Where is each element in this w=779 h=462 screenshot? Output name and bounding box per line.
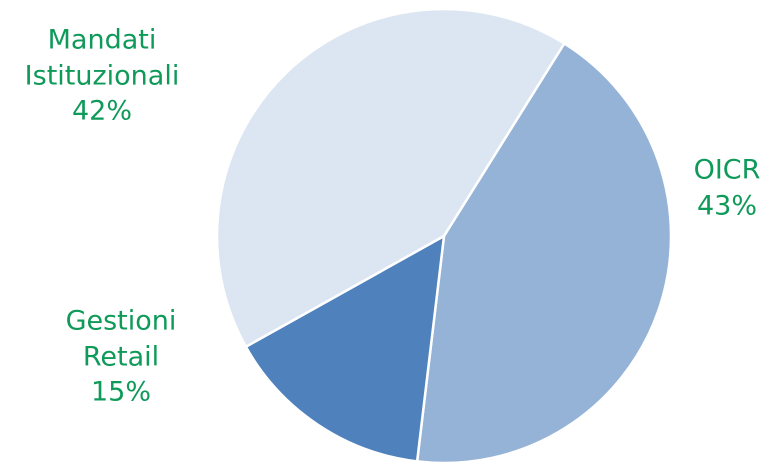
- pie-label-percent: 42%: [71, 95, 133, 127]
- pie-slice-oicr: [415, 42, 673, 462]
- pie-label-oicr: OICR 43%: [694, 152, 761, 223]
- pie-label-percent: 15%: [90, 376, 152, 408]
- pie-label-name-line: Mandati: [47, 24, 157, 56]
- pie-label-gestioni-retail: Gestioni Retail 15%: [66, 304, 177, 411]
- pie-label-name-line: Istituzionali: [24, 60, 180, 92]
- pie-slices: [215, 7, 673, 462]
- pie-slice-gestioni-retail: [244, 234, 446, 462]
- pie-label-mandati-istituzionali: Mandati Istituzionali 42%: [25, 23, 180, 130]
- pie-slice-mandati-istituzionali: [215, 7, 566, 348]
- pie-label-percent: 43%: [696, 190, 758, 221]
- pie-label-name-line: OICR: [693, 154, 761, 186]
- pie-label-name-line: Retail: [82, 341, 160, 373]
- pie-label-name-line: Gestioni: [65, 305, 177, 337]
